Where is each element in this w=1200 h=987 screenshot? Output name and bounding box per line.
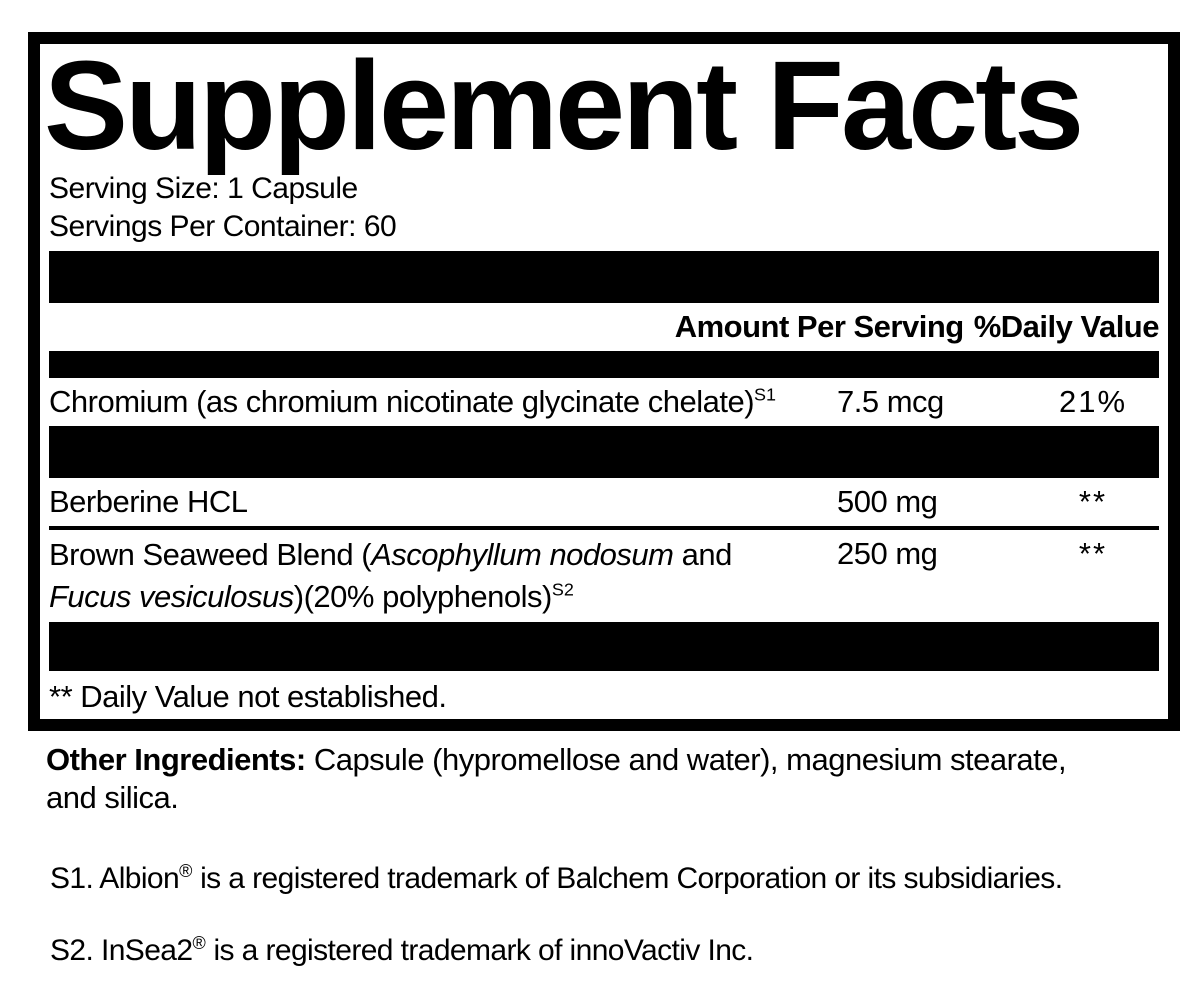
ingredient-name: Berberine HCL xyxy=(49,483,248,519)
other-ingredients: Other Ingredients: Capsule (hypromellose… xyxy=(46,741,1166,817)
amount-per-serving-header: Amount Per Serving xyxy=(674,308,965,344)
registered-trademark-symbol: ® xyxy=(192,932,206,953)
trademark-name: S2. InSea2 xyxy=(50,933,193,967)
other-ingredients-label: Other Ingredients: xyxy=(46,741,306,777)
daily-value-header: %Daily Value xyxy=(973,308,1160,344)
ingredient-daily-value: 21% xyxy=(1058,383,1128,419)
species-name: Ascophyllum nodosum xyxy=(371,536,674,572)
footnote-ref-s2: S2 xyxy=(551,579,574,600)
servings-per-container-line: Servings Per Container: 60 xyxy=(49,209,397,243)
ingredient-name-text: and xyxy=(673,536,733,572)
registered-trademark-symbol: ® xyxy=(179,860,193,881)
other-ingredients-line2: and silica. xyxy=(46,779,179,815)
footnote-ref-s1: S1 xyxy=(754,384,776,405)
serving-size-line: Serving Size: 1 Capsule xyxy=(49,171,358,205)
supplement-facts-panel: Supplement Facts Serving Size: 1 Capsule… xyxy=(28,32,1180,731)
ingredient-amount: 500 mg xyxy=(837,483,938,519)
column-header-row: Amount Per Serving %Daily Value xyxy=(49,303,1160,351)
ingredient-row-chromium: Chromium (as chromium nicotinate glycina… xyxy=(49,378,1159,426)
ingredient-row-berberine: Berberine HCL 500 mg ** xyxy=(49,478,1159,526)
ingredient-name-text: Chromium (as chromium nicotinate glycina… xyxy=(49,383,755,419)
separator-bar-mid xyxy=(49,425,1159,478)
ingredient-amount: 7.5 mcg xyxy=(837,383,944,419)
trademark-name: S1. Albion xyxy=(50,861,180,895)
trademark-note-s2: S2. InSea2® is a registered trademark of… xyxy=(50,933,1180,969)
trademark-text: is a registered trademark of innoVactiv … xyxy=(205,933,754,967)
species-name: Fucus vesiculosus xyxy=(49,578,294,614)
ingredient-name: Brown Seaweed Blend (Ascophyllum nodosum… xyxy=(49,534,837,618)
ingredient-daily-value: ** xyxy=(1078,483,1108,519)
ingredient-daily-value: ** xyxy=(1078,535,1108,571)
trademark-text: is a registered trademark of Balchem Cor… xyxy=(192,861,1063,895)
separator-bar-thick-top xyxy=(49,250,1159,303)
ingredient-name-text: Brown Seaweed Blend ( xyxy=(49,536,372,572)
separator-bar-below-header xyxy=(49,350,1159,378)
ingredient-amount: 250 mg xyxy=(837,535,938,571)
panel-title: Supplement Facts xyxy=(44,35,1084,176)
other-ingredients-line1: Capsule (hypromellose and water), magnes… xyxy=(305,741,1067,777)
separator-bar-bottom xyxy=(49,621,1159,671)
daily-value-footnote: ** Daily Value not established. xyxy=(49,678,447,714)
trademark-note-s1: S1. Albion® is a registered trademark of… xyxy=(50,861,1180,897)
ingredient-name-text: )(20% polyphenols) xyxy=(293,578,553,614)
ingredient-name: Chromium (as chromium nicotinate glycina… xyxy=(49,382,837,422)
ingredient-row-brown-seaweed: Brown Seaweed Blend (Ascophyllum nodosum… xyxy=(49,525,1159,622)
